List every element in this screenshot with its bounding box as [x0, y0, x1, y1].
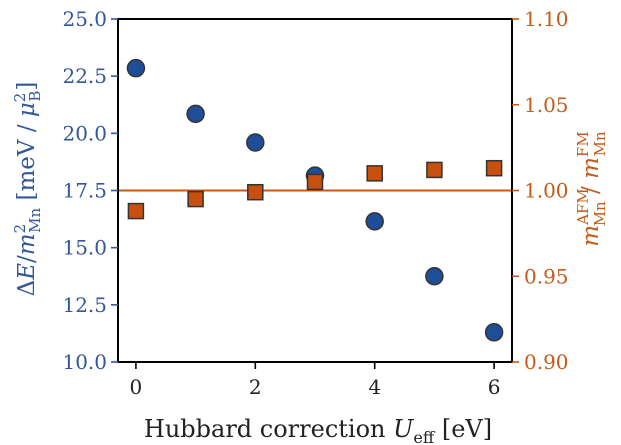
right-tick-label: 1.05	[524, 93, 569, 117]
right-tick-label: 1.10	[524, 7, 569, 31]
axis-ticks: 10.0 12.5 15.0 17.5 20.0 22.5 25.0 0.90 0.95 1.00…	[62, 7, 568, 399]
right-tick-label: 0.90	[524, 350, 569, 374]
circle-point	[126, 58, 146, 78]
square-point	[485, 159, 503, 177]
square-point	[426, 161, 443, 179]
square-point	[127, 202, 145, 220]
square-point	[306, 173, 324, 191]
circle-point	[186, 104, 205, 124]
square-point	[366, 165, 383, 182]
x-tick-label: 4	[368, 375, 381, 399]
left-tick-label: 22.5	[62, 64, 107, 88]
x-tick-label: 6	[488, 375, 501, 399]
left-axis-label: ΔE/m2Mn [meV / μ2B]	[11, 82, 44, 297]
left-tick-label: 15.0	[62, 236, 107, 260]
x-tick-label: 2	[249, 375, 262, 399]
left-tick-label: 25.0	[62, 7, 107, 31]
circle-point	[425, 267, 444, 286]
x-tick-label: 0	[130, 375, 143, 399]
left-tick-label: 20.0	[62, 121, 107, 145]
left-tick-label: 17.5	[62, 179, 107, 203]
circle-point	[365, 212, 384, 231]
right-tick-label: 1.00	[524, 179, 569, 203]
right-tick-label: 0.95	[524, 264, 569, 288]
square-point	[247, 183, 264, 201]
circle-point	[246, 133, 265, 152]
plot-marks	[118, 58, 512, 342]
left-tick-label: 10.0	[62, 350, 107, 374]
x-axis-label: Hubbard correction Ueff [eV]	[144, 415, 492, 445]
circle-point	[484, 323, 504, 342]
left-tick-label: 12.5	[62, 293, 107, 317]
right-axis-label: mAFMMn / mFMMn	[574, 131, 609, 247]
square-point	[187, 190, 204, 208]
